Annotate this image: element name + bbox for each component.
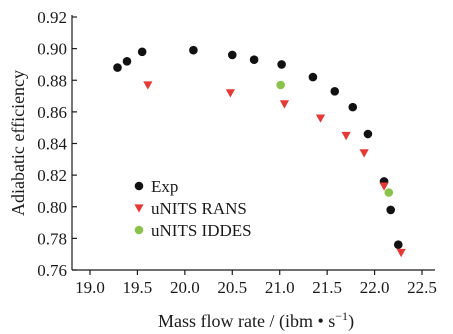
y-tick-label: 0.78	[37, 229, 67, 248]
units-rans-point	[359, 149, 369, 158]
exp-point	[386, 205, 395, 215]
units-rans-point	[341, 131, 351, 141]
units-rans-point	[143, 81, 153, 90]
exp-point	[137, 47, 147, 57]
y-tick-label: 0.84	[37, 135, 67, 154]
legend-marker-exp	[134, 181, 144, 191]
x-tick-label: 22.0	[360, 278, 390, 297]
units-rans-point	[396, 248, 406, 258]
units-rans-point	[279, 100, 290, 109]
y-tick-label: 0.82	[37, 166, 67, 185]
y-tick-label: 0.80	[37, 198, 67, 217]
legend: Exp uNITS RANS uNITS IDDES	[134, 177, 252, 240]
exp-point	[122, 56, 132, 66]
exp-point	[113, 63, 122, 72]
exp-point	[363, 129, 373, 139]
x-tick-label: 19.5	[123, 278, 153, 297]
units-iddes-point	[384, 188, 394, 197]
y-axis-ticks: 0.76 0.78 0.80 0.82 0.84 0.86 0.88 0.90 0.92	[37, 8, 77, 280]
x-tick-label: 21.5	[312, 278, 342, 297]
legend-label-units-rans: uNITS RANS	[151, 199, 247, 218]
x-axis-label-exponent: −1	[335, 309, 348, 323]
y-tick-label: 0.76	[37, 261, 67, 280]
y-tick-label: 0.86	[37, 103, 67, 122]
y-tick-label: 0.92	[37, 8, 67, 27]
exp-point	[189, 45, 198, 55]
legend-label-exp: Exp	[151, 177, 178, 196]
data-points	[113, 45, 406, 258]
x-tick-label: 21.0	[265, 278, 295, 297]
legend-label-units-iddes: uNITS IDDES	[151, 221, 252, 240]
x-axis-ticks: 19.0 19.5 20.0 20.5 21.0 21.5 22.0 22.5	[75, 270, 437, 297]
exp-point	[393, 240, 403, 249]
exp-point	[277, 60, 286, 69]
y-tick-label: 0.90	[37, 40, 67, 59]
y-axis-label: Adiabatic efficiency	[8, 70, 28, 216]
x-axis-label-main: Mass flow rate / (ibm • s	[158, 311, 335, 332]
exp-point	[227, 50, 237, 60]
legend-marker-units-rans	[134, 204, 144, 213]
exp-point	[330, 87, 340, 96]
units-rans-point	[315, 114, 326, 123]
legend-marker-units-iddes	[134, 225, 144, 235]
y-tick-label: 0.88	[37, 71, 67, 90]
x-tick-label: 22.5	[407, 278, 437, 297]
exp-point	[249, 55, 259, 64]
units-iddes-point	[276, 80, 285, 90]
exp-point	[348, 102, 358, 112]
units-rans-point	[225, 89, 235, 98]
units-rans-point	[379, 182, 389, 191]
x-axis-label: Mass flow rate / (ibm • s−1)	[158, 309, 354, 332]
x-tick-label: 20.0	[170, 278, 200, 297]
plot-axes	[71, 15, 435, 271]
x-axis-label-close: )	[348, 311, 354, 332]
x-tick-label: 19.0	[75, 278, 105, 297]
x-tick-label: 20.5	[217, 278, 247, 297]
exp-point	[308, 72, 318, 82]
